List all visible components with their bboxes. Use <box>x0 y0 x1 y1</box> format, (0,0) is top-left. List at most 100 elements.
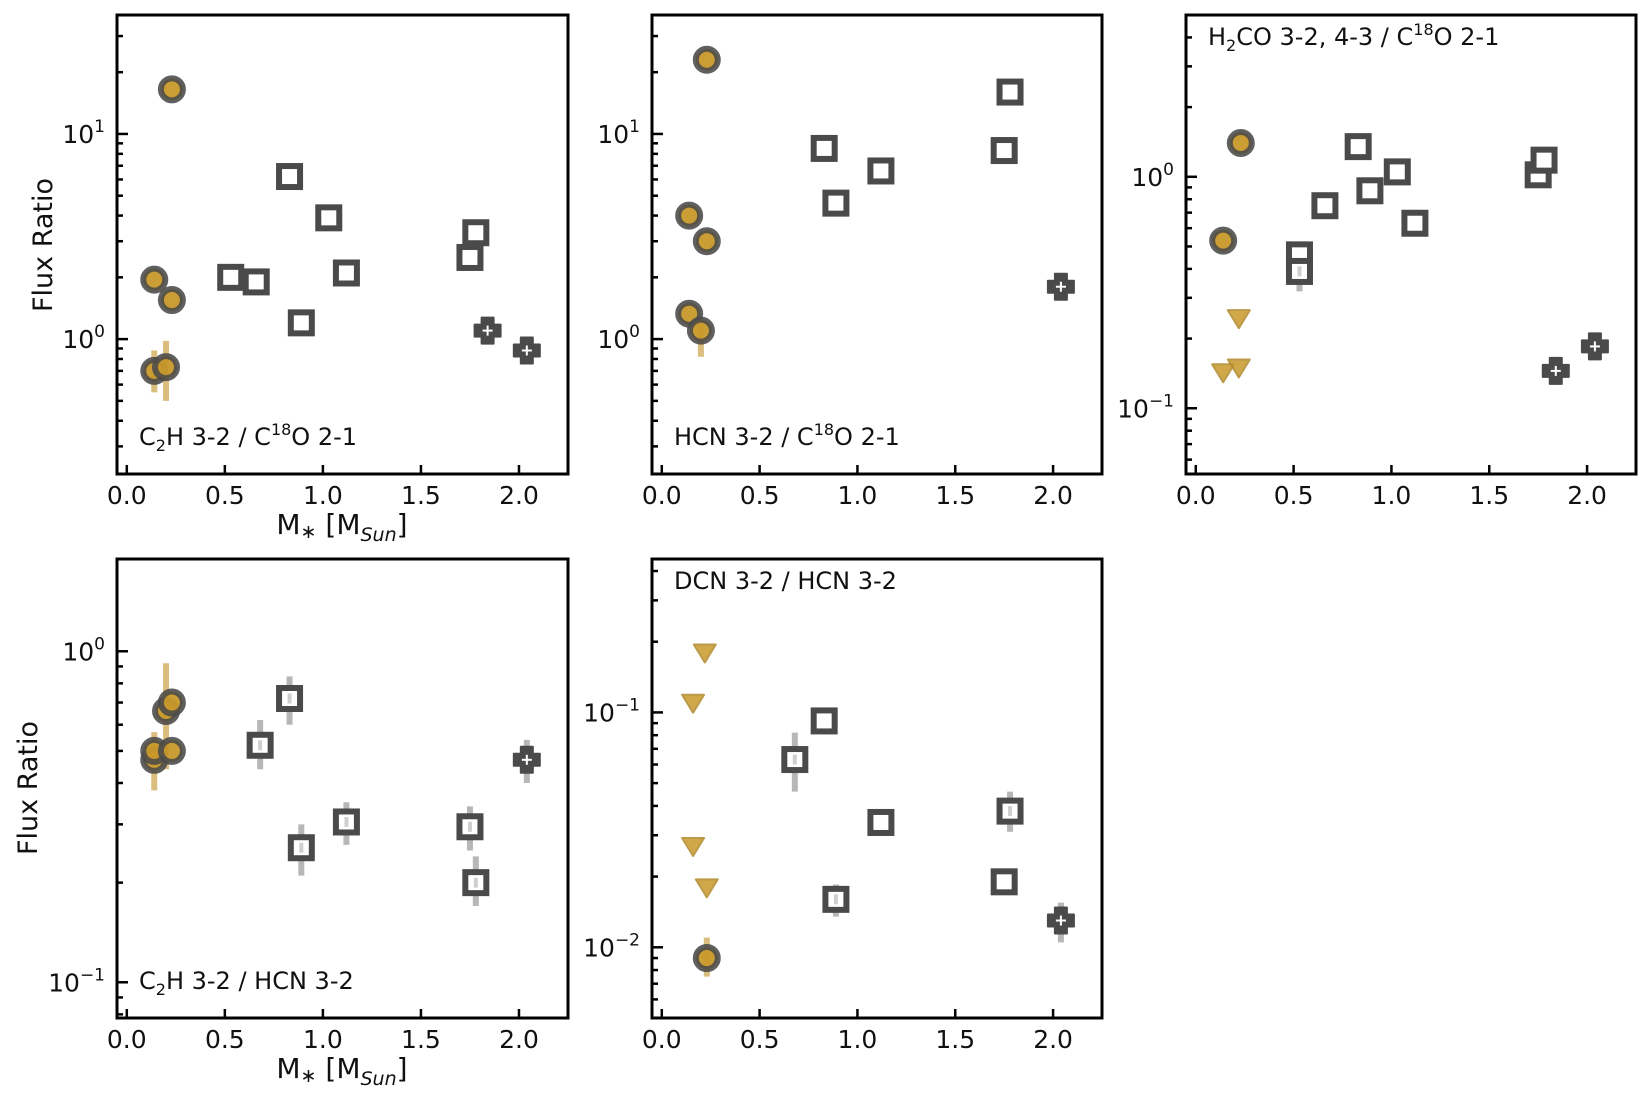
square-marker <box>217 263 245 291</box>
x-axis-label: M∗ [MSun] <box>276 508 407 546</box>
square-marker <box>990 137 1018 165</box>
circle-marker <box>692 944 721 973</box>
y-tick-label: 101 <box>597 117 640 149</box>
triangle-marker <box>681 836 706 857</box>
triangle-marker <box>1226 309 1251 330</box>
square-marker <box>867 808 895 836</box>
square-marker <box>287 309 315 337</box>
x-tick-label: 1.0 <box>303 1025 343 1054</box>
x-tick-label: 1.5 <box>935 481 975 510</box>
x-tick-label: 1.5 <box>935 1025 975 1054</box>
y-axis-label: Flux Ratio <box>13 721 44 855</box>
panel-p1: 0.0 0.5 1.0 1.5 2.0 100 101 C2H 3-2 / C18O 2-1 <box>62 13 570 510</box>
y-tick-label: 10−1 <box>583 695 640 727</box>
square-marker <box>1530 146 1558 174</box>
square-marker <box>315 204 343 232</box>
square-marker <box>1401 209 1429 237</box>
square-marker <box>822 189 850 217</box>
square-marker <box>1344 133 1372 161</box>
circle-marker <box>157 688 186 717</box>
axes-frame <box>650 557 1104 1020</box>
x-tick-label: 2.0 <box>1033 1025 1073 1054</box>
plot-area <box>140 663 541 907</box>
x-tick-label: 1.0 <box>838 1025 878 1054</box>
triangle-marker <box>681 693 706 714</box>
panel-p3: 0.0 0.5 1.0 1.5 2.0 10−1 100 H2CO 3-2, 4-3 / C1… <box>1117 13 1638 510</box>
plot-area <box>1209 128 1609 385</box>
y-tick-label: 100 <box>1131 160 1174 192</box>
panel-label: H2CO 3-2, 4-3 / C18O 2-1 <box>1208 20 1499 55</box>
panel-label: DCN 3-2 / HCN 3-2 <box>674 567 897 595</box>
square-marker <box>996 78 1024 106</box>
x-tick-label: 1.5 <box>1469 481 1509 510</box>
square-marker <box>332 259 360 287</box>
square-marker <box>1356 177 1384 205</box>
plot-area <box>675 45 1075 357</box>
x-tick-label: 0.5 <box>740 1025 780 1054</box>
x-tick-label: 0.5 <box>1274 481 1314 510</box>
circle-marker <box>686 316 715 345</box>
x-tick-label: 2.0 <box>1033 481 1073 510</box>
plot-area <box>140 75 541 401</box>
x-tick-label: 2.0 <box>1567 481 1607 510</box>
y-axis-label: Flux Ratio <box>28 178 59 312</box>
circle-marker <box>157 75 186 104</box>
panel-p5: 0.0 0.5 1.0 1.5 2.0 10−2 10−1 DCN 3-2 / HCN 3-2 <box>583 557 1104 1054</box>
x-tick-label: 1.0 <box>303 481 343 510</box>
circle-marker <box>157 286 186 315</box>
axes-frame <box>650 13 1104 476</box>
x-axis-label: M∗ [MSun] <box>276 1052 407 1090</box>
y-tick-label: 100 <box>62 322 105 354</box>
x-tick-label: 0.0 <box>642 1025 682 1054</box>
y-tick-label: 10−1 <box>48 965 105 997</box>
square-marker <box>242 268 270 296</box>
panel-label: C2H 3-2 / C18O 2-1 <box>139 420 357 455</box>
triangle-marker <box>1211 363 1236 384</box>
circle-marker <box>140 265 169 294</box>
y-tick-label: 100 <box>62 634 105 666</box>
square-marker <box>456 243 484 271</box>
x-tick-label: 1.5 <box>401 1025 441 1054</box>
panel-p4: 0.0 0.5 1.0 1.5 2.0 10−1 100 C2H 3-2 / HCN 3-2 <box>48 557 570 1054</box>
square-marker <box>867 157 895 185</box>
x-tick-label: 0.5 <box>205 1025 245 1054</box>
x-tick-label: 0.0 <box>1176 481 1216 510</box>
circle-marker <box>692 45 721 74</box>
plot-area <box>681 643 1075 977</box>
circle-marker <box>152 353 181 382</box>
x-tick-label: 2.0 <box>499 1025 539 1054</box>
y-tick-label: 10−2 <box>583 930 640 962</box>
square-marker <box>276 163 304 191</box>
y-tick-label: 101 <box>62 117 105 149</box>
y-tick-label: 10−1 <box>1117 391 1174 423</box>
square-marker <box>810 707 838 735</box>
circle-marker <box>157 736 186 765</box>
square-marker <box>990 868 1018 896</box>
x-tick-label: 0.5 <box>205 481 245 510</box>
panel-label: C2H 3-2 / HCN 3-2 <box>139 967 354 999</box>
x-tick-label: 1.0 <box>838 481 878 510</box>
square-marker <box>810 134 838 162</box>
axes-frame <box>115 13 570 476</box>
x-tick-label: 2.0 <box>499 481 539 510</box>
x-tick-label: 0.0 <box>107 1025 147 1054</box>
axes-frame <box>115 557 570 1020</box>
circle-marker <box>1226 128 1255 157</box>
circle-marker <box>675 201 704 230</box>
x-tick-label: 1.0 <box>1372 481 1412 510</box>
x-tick-label: 1.5 <box>401 481 441 510</box>
square-marker <box>462 219 490 247</box>
circle-marker <box>1209 226 1238 255</box>
x-tick-label: 0.0 <box>642 481 682 510</box>
triangle-marker <box>692 643 717 664</box>
y-tick-label: 100 <box>597 322 640 354</box>
square-marker <box>1383 158 1411 186</box>
triangle-marker <box>694 878 719 899</box>
axes-frame <box>1184 13 1638 476</box>
circle-marker <box>692 227 721 256</box>
triangle-marker <box>1226 358 1251 379</box>
square-marker <box>1311 192 1339 220</box>
x-tick-label: 0.0 <box>107 481 147 510</box>
x-tick-label: 0.5 <box>740 481 780 510</box>
